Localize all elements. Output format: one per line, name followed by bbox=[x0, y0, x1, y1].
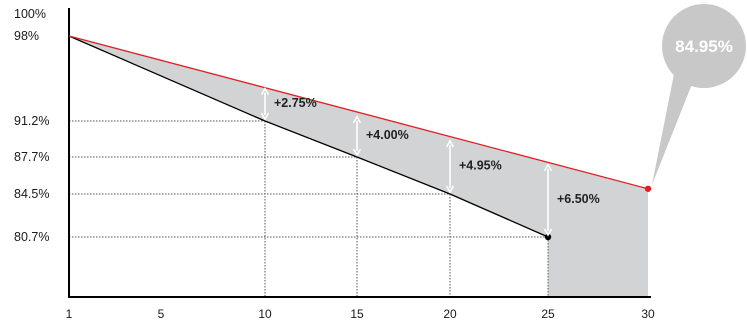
delta-arrow-head-down bbox=[352, 148, 362, 157]
callout-pointer bbox=[652, 74, 692, 185]
delta-label: +2.75% bbox=[274, 96, 317, 110]
y-tick-label: 87.7% bbox=[14, 150, 49, 164]
x-tick-label: 20 bbox=[443, 307, 457, 321]
x-tick-label: 5 bbox=[158, 307, 165, 321]
delta-label: +4.00% bbox=[366, 128, 409, 142]
x-tick-label: 30 bbox=[641, 307, 655, 321]
y-tick-label: 100% bbox=[14, 7, 46, 21]
x-tick-label: 25 bbox=[541, 307, 555, 321]
y-tick-label: 80.7% bbox=[14, 230, 49, 244]
callout-bubble bbox=[662, 4, 746, 88]
x-tick-label: 15 bbox=[350, 307, 364, 321]
delta-label: +6.50% bbox=[557, 192, 600, 206]
delta-label: +4.95% bbox=[459, 159, 502, 173]
delta-arrow-head-up bbox=[445, 139, 455, 148]
delta-arrow-head-up bbox=[543, 163, 553, 172]
delta-arrow-head-down bbox=[543, 228, 553, 237]
shaded-area bbox=[69, 36, 648, 297]
delta-arrow-head-down bbox=[445, 185, 455, 194]
upper-end-dot bbox=[644, 185, 652, 192]
lower-series-line bbox=[68, 35, 549, 238]
y-tick-label: 84.5% bbox=[14, 187, 49, 201]
delta-arrow-head-up bbox=[260, 87, 270, 96]
x-tick-label: 1 bbox=[66, 307, 73, 321]
callout-label: 84.95% bbox=[675, 37, 733, 56]
lower-end-dot bbox=[544, 233, 552, 241]
y-tick-label: 91.2% bbox=[14, 114, 49, 128]
y-tick-label: 98% bbox=[14, 29, 39, 43]
upper-series-line bbox=[68, 35, 649, 190]
delta-arrow-head-up bbox=[352, 115, 362, 124]
x-tick-label: 10 bbox=[258, 307, 272, 321]
delta-arrow-head-down bbox=[260, 112, 270, 121]
